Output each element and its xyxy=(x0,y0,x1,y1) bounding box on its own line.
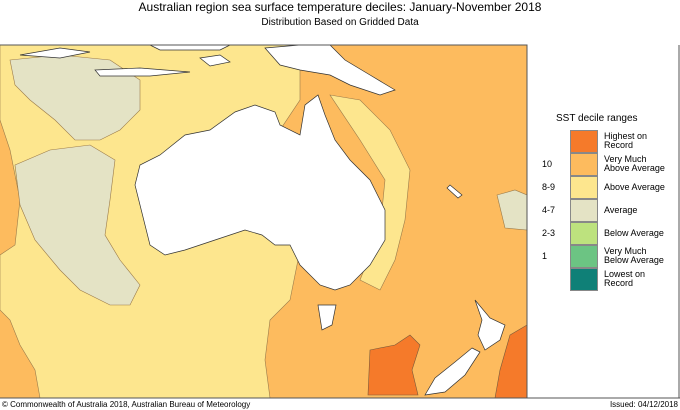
legend-item: Lowest on Record xyxy=(530,268,680,291)
legend-item: 4-7 Average xyxy=(530,199,680,222)
new-zealand-north-island xyxy=(474,299,506,351)
region-above-average-east xyxy=(329,94,411,291)
legend-range: 10 xyxy=(542,159,553,169)
map-title: Australian region sea surface temperatur… xyxy=(138,0,542,14)
legend-range: 2-3 xyxy=(542,228,556,238)
legend-label: Below Average xyxy=(604,228,664,238)
indonesia-islands xyxy=(19,44,231,77)
new-caledonia xyxy=(446,184,463,199)
legend-swatch xyxy=(570,268,598,291)
issued-date: Issued: 04/12/2018 xyxy=(609,400,678,409)
legend-range: 4-7 xyxy=(542,205,556,215)
legend-label: Very Much Above Average xyxy=(604,154,665,173)
copyright-text: © Commonwealth of Australia 2018, Austra… xyxy=(2,400,251,409)
legend-item: 10 Very Much Above Average xyxy=(530,153,680,176)
legend-swatch xyxy=(570,153,598,176)
legend-title: SST decile ranges xyxy=(556,113,638,124)
legend-label: Average xyxy=(604,205,638,215)
legend-label: Lowest on Record xyxy=(604,269,646,288)
legend-range: 1 xyxy=(542,251,548,261)
legend-label: Highest on Record xyxy=(604,131,648,150)
legend-swatch xyxy=(570,130,598,153)
map-frame xyxy=(0,44,528,399)
legend-label: Above Average xyxy=(604,182,665,192)
map-subtitle: Distribution Based on Gridded Data xyxy=(261,17,419,28)
legend-item: 1 Very Much Below Average xyxy=(530,245,680,268)
legend-swatch xyxy=(570,245,598,268)
region-highest-on-record-south xyxy=(367,334,421,396)
region-average-west-tongue xyxy=(14,144,141,306)
australia-landmass xyxy=(134,94,386,291)
legend-swatch xyxy=(570,222,598,245)
legend-range: 8-9 xyxy=(542,182,556,192)
legend-item: 2-3 Below Average xyxy=(530,222,680,245)
legend-label: Very Much Below Average xyxy=(604,246,664,265)
legend-swatch xyxy=(570,176,598,199)
tasmania xyxy=(317,304,337,331)
legend-swatch xyxy=(570,199,598,222)
new-zealand-south-island xyxy=(424,347,481,396)
legend-item: Highest on Record xyxy=(530,130,680,153)
legend-item: 8-9 Above Average xyxy=(530,176,680,199)
